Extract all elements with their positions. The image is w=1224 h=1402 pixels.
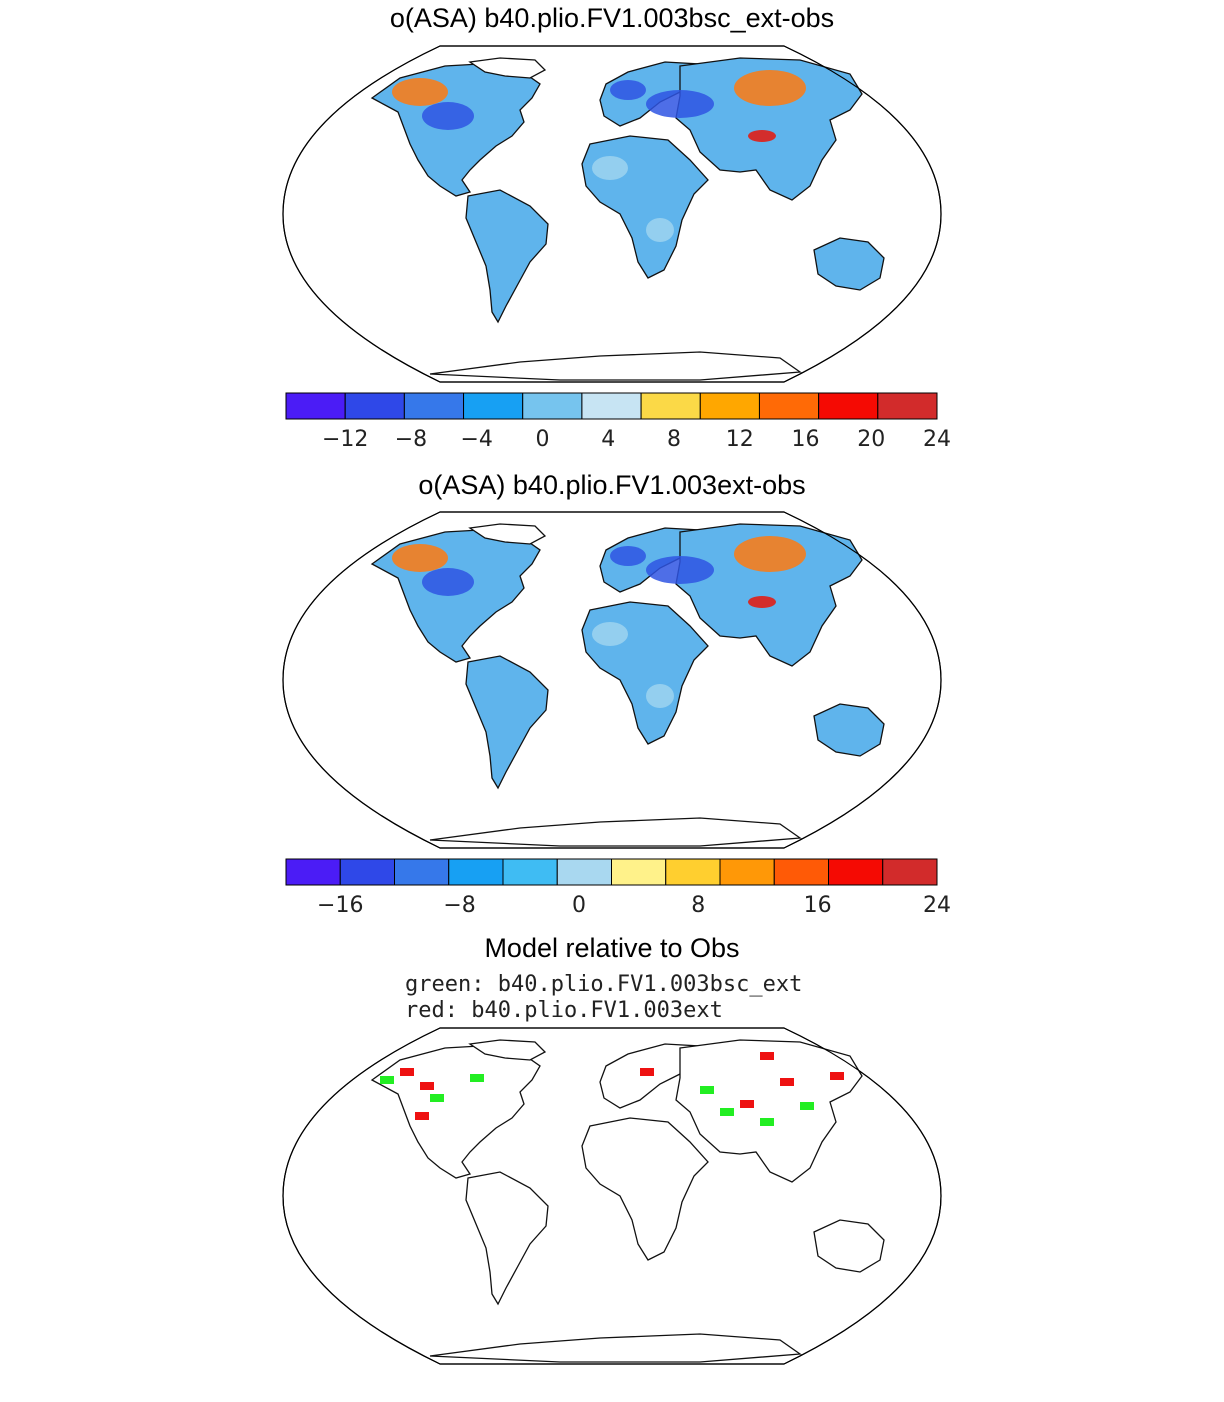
colorbar-1: −12 −8 −4 0 4 8 12 16 20 24 [285,392,951,452]
panel1-title: o(ASA) b40.plio.FV1.003bsc_ext-obs [389,3,835,33]
anomaly-patch-2 [734,70,806,106]
map-panel-3 [282,1027,942,1365]
colorbar-tick-label: −12 [322,427,368,452]
continent-australia [813,1219,885,1273]
anomaly-patch-6 [592,156,628,180]
colorbar-swatch-3 [463,392,524,420]
colorbar-swatch-3 [448,858,504,886]
colorbar-swatch-4 [522,392,583,420]
continent-antarctica [429,817,802,847]
anomaly-patch-0 [392,78,448,106]
marker-6 [640,1068,654,1076]
panel2-title: o(ASA) b40.plio.FV1.003ext-obs [418,470,806,500]
continent-asia [675,57,863,201]
colorbar-tick-label: −16 [317,893,363,918]
colorbar-tick-label: −4 [460,427,492,452]
continent-greenland [468,1039,547,1061]
anomaly-patch-5 [610,546,646,566]
colorbar-tick-label: 12 [726,427,754,452]
continent-asia [675,523,863,667]
anomaly-patch-1 [422,102,474,130]
anomaly-patch-1 [422,568,474,596]
colorbar-tick-label: 8 [667,427,681,452]
anomaly-patch-7 [646,684,674,708]
continent-antarctica [429,1333,802,1363]
anomaly-patch-2 [734,536,806,572]
marker-14 [720,1108,734,1116]
colorbar-swatch-0 [285,858,341,886]
colorbar-swatch-7 [665,858,721,886]
marker-12 [760,1052,774,1060]
map-panel-1 [282,45,942,383]
anomaly-patch-5 [610,80,646,100]
continent-greenland [468,57,547,79]
colorbar-swatch-1 [344,392,405,420]
colorbar-swatch-6 [611,858,667,886]
colorbar-swatch-10 [877,392,938,420]
colorbar-swatch-5 [556,858,612,886]
marker-5 [415,1112,429,1120]
anomaly-patch-0 [392,544,448,572]
colorbar-tick-label: −8 [443,893,475,918]
colorbar-swatch-7 [699,392,760,420]
map-panel-2 [282,511,942,849]
continent-australia [813,703,885,757]
anomaly-patch-6 [592,622,628,646]
colorbar-swatch-11 [882,858,938,886]
colorbar-swatch-2 [394,858,450,886]
colorbar-swatch-9 [818,392,879,420]
colorbar-tick-label: 24 [923,427,951,452]
colorbar-tick-label: 24 [923,893,951,918]
colorbar-swatch-9 [773,858,829,886]
colorbar-swatch-0 [285,392,346,420]
marker-10 [780,1078,794,1086]
marker-1 [380,1076,394,1084]
marker-9 [760,1118,774,1126]
continent-southAmerica [465,1171,549,1306]
anomaly-patch-3 [646,556,714,584]
anomaly-patch-3 [646,90,714,118]
colorbar-tick-label: 20 [857,427,885,452]
continent-southAmerica [465,655,549,790]
colorbar-tick-label: 0 [535,427,549,452]
colorbar-tick-label: 8 [691,893,705,918]
panel3-title: Model relative to Obs [484,933,740,963]
marker-4 [470,1074,484,1082]
marker-3 [430,1094,444,1102]
continent-africa [581,1117,709,1261]
anomaly-patch-4 [748,130,776,142]
continent-australia [813,237,885,291]
legend-red: red: b40.plio.FV1.003ext [405,998,723,1023]
marker-13 [830,1072,844,1080]
colorbar-swatch-6 [640,392,701,420]
anomaly-patch-7 [646,218,674,242]
colorbar-swatch-1 [339,858,395,886]
colorbar-swatch-8 [719,858,775,886]
colorbar-swatch-2 [403,392,465,420]
continent-antarctica [429,351,802,381]
colorbar-tick-label: 4 [601,427,615,452]
marker-11 [800,1102,814,1110]
continent-southAmerica [465,189,549,324]
continent-greenland [468,523,547,545]
colorbar-swatch-5 [581,392,642,420]
colorbar-tick-label: 16 [804,893,832,918]
continent-asia [675,1039,863,1183]
marker-0 [400,1068,414,1076]
colorbar-swatch-10 [828,858,884,886]
colorbar-tick-label: −8 [395,427,427,452]
anomaly-patch-4 [748,596,776,608]
colorbar-tick-label: 0 [572,893,586,918]
marker-2 [420,1082,434,1090]
colorbar-swatch-4 [502,858,558,886]
colorbar-2: −16 −8 0 8 16 24 [285,858,951,918]
legend-green: green: b40.plio.FV1.003bsc_ext [405,972,803,997]
marker-8 [740,1100,754,1108]
colorbar-swatch-8 [758,392,820,420]
colorbar-tick-label: 16 [791,427,819,452]
marker-7 [700,1086,714,1094]
